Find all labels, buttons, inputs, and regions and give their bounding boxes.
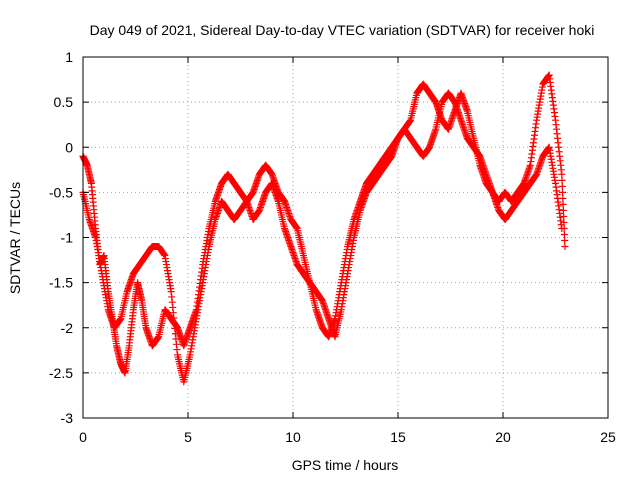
data-point bbox=[559, 188, 567, 196]
data-points bbox=[79, 71, 569, 386]
data-point bbox=[558, 170, 566, 178]
plot-frame bbox=[82, 56, 609, 419]
y-axis-label: SDTVAR / TECUs bbox=[7, 182, 23, 294]
x-tick-label: 15 bbox=[390, 429, 406, 445]
x-tick-label: 25 bbox=[600, 429, 616, 445]
y-tick-label: 0 bbox=[65, 139, 73, 155]
x-tick-label: 20 bbox=[495, 429, 511, 445]
data-point bbox=[561, 237, 569, 245]
y-tick-label: 1 bbox=[65, 49, 73, 65]
data-point bbox=[558, 176, 566, 184]
x-tick-label: 0 bbox=[79, 429, 87, 445]
y-tick-label: -3 bbox=[61, 410, 74, 426]
data-point bbox=[559, 206, 567, 214]
chart-title: Day 049 of 2021, Sidereal Day-to-day VTE… bbox=[90, 22, 595, 38]
data-point bbox=[561, 243, 569, 251]
data-point bbox=[558, 224, 566, 232]
grid-lines bbox=[83, 57, 608, 418]
data-point bbox=[560, 230, 568, 238]
x-tick-label: 5 bbox=[184, 429, 192, 445]
y-tick-label: 0.5 bbox=[54, 94, 74, 110]
y-tick-label: -1.5 bbox=[49, 275, 73, 291]
y-tick-label: -1 bbox=[61, 230, 74, 246]
x-axis-label: GPS time / hours bbox=[292, 457, 399, 473]
data-point bbox=[558, 182, 566, 190]
y-tick-label: -0.5 bbox=[49, 184, 73, 200]
y-tick-label: -2.5 bbox=[49, 365, 73, 381]
y-tick-label: -2 bbox=[61, 320, 74, 336]
axis-ticks: 0 5 10 15 20 25 -3 -2.5 -2 -1.5 -1 -0.5 0 0.5 1 bbox=[49, 49, 616, 445]
data-point bbox=[559, 200, 567, 208]
x-tick-label: 10 bbox=[285, 429, 301, 445]
data-point bbox=[560, 212, 568, 220]
